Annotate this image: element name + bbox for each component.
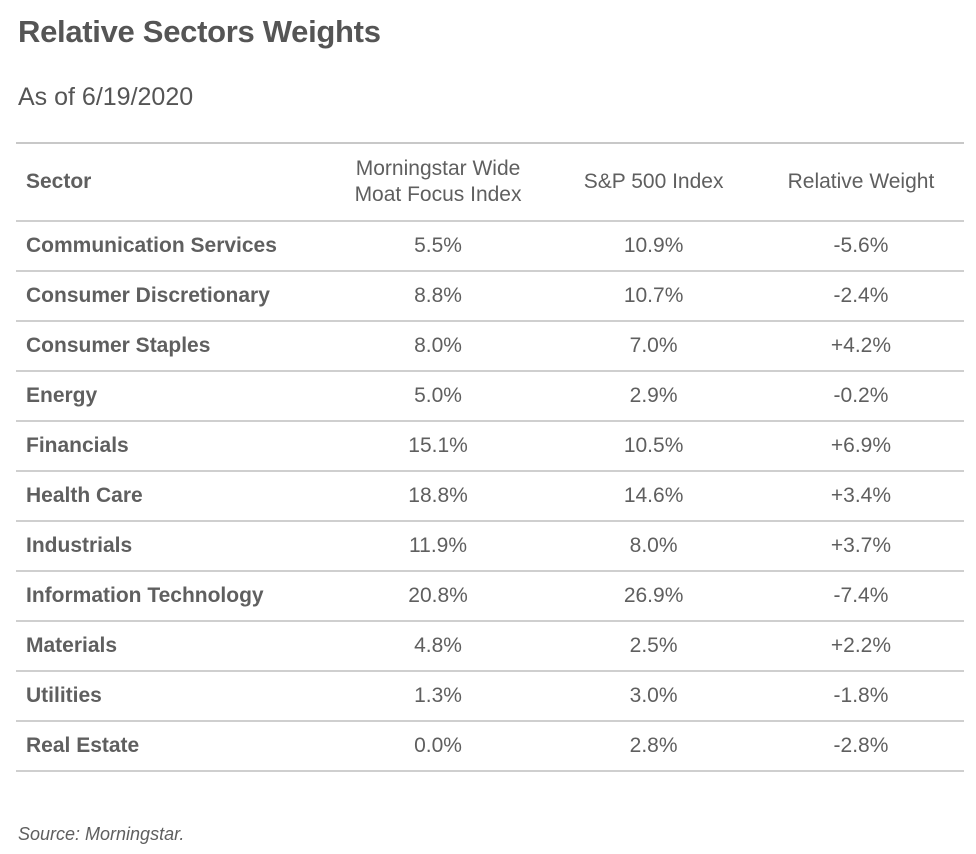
cell-sector: Information Technology (16, 571, 327, 622)
table-row: Communication Services 5.5% 10.9% -5.6% (16, 221, 964, 272)
cell-wide-moat: 15.1% (326, 421, 550, 472)
table-row: Information Technology 20.8% 26.9% -7.4% (16, 571, 964, 622)
cell-relative-weight: -0.2% (757, 371, 964, 422)
cell-sp500: 10.9% (549, 221, 758, 272)
cell-sp500: 14.6% (549, 471, 758, 522)
cell-wide-moat: 8.0% (326, 321, 550, 372)
cell-sp500: 10.5% (549, 421, 758, 472)
cell-wide-moat: 4.8% (326, 621, 550, 672)
table-row: Consumer Discretionary 8.8% 10.7% -2.4% (16, 271, 964, 322)
header-sp500-index: S&P 500 Index (549, 143, 758, 222)
table-row: Energy 5.0% 2.9% -0.2% (16, 371, 964, 422)
cell-sp500: 8.0% (549, 521, 758, 572)
cell-sector: Health Care (16, 471, 327, 522)
page-title: Relative Sectors Weights (18, 14, 381, 49)
cell-wide-moat: 5.0% (326, 371, 550, 422)
header-sector: Sector (16, 143, 327, 222)
cell-sector: Energy (16, 371, 327, 422)
cell-sp500: 2.8% (549, 721, 758, 772)
sector-weights-table: Sector Morningstar Wide Moat Focus Index… (16, 142, 964, 772)
cell-sp500: 3.0% (549, 671, 758, 722)
table-row: Consumer Staples 8.0% 7.0% +4.2% (16, 321, 964, 372)
cell-sector: Industrials (16, 521, 327, 572)
cell-sp500: 2.5% (549, 621, 758, 672)
cell-sp500: 10.7% (549, 271, 758, 322)
cell-wide-moat: 1.3% (326, 671, 550, 722)
table-row: Financials 15.1% 10.5% +6.9% (16, 421, 964, 472)
cell-wide-moat: 18.8% (326, 471, 550, 522)
as-of-date: As of 6/19/2020 (18, 83, 194, 111)
cell-sp500: 26.9% (549, 571, 758, 622)
cell-sector: Financials (16, 421, 327, 472)
cell-sector: Real Estate (16, 721, 327, 772)
table-row: Utilities 1.3% 3.0% -1.8% (16, 671, 964, 722)
cell-wide-moat: 8.8% (326, 271, 550, 322)
cell-sector: Consumer Discretionary (16, 271, 327, 322)
header-relative-weight: Relative Weight (757, 143, 964, 222)
cell-relative-weight: -7.4% (757, 571, 964, 622)
cell-relative-weight: -5.6% (757, 221, 964, 272)
cell-sector: Materials (16, 621, 327, 672)
table-body: Communication Services 5.5% 10.9% -5.6% Cons… (16, 221, 964, 772)
cell-wide-moat: 20.8% (326, 571, 550, 622)
cell-relative-weight: +4.2% (757, 321, 964, 372)
cell-relative-weight: -2.4% (757, 271, 964, 322)
cell-wide-moat: 11.9% (326, 521, 550, 572)
cell-sector: Utilities (16, 671, 327, 722)
cell-relative-weight: +2.2% (757, 621, 964, 672)
table-row: Real Estate 0.0% 2.8% -2.8% (16, 721, 964, 772)
cell-relative-weight: -2.8% (757, 721, 964, 772)
cell-relative-weight: +3.7% (757, 521, 964, 572)
cell-relative-weight: +6.9% (757, 421, 964, 472)
cell-sector: Communication Services (16, 221, 327, 272)
cell-sp500: 7.0% (549, 321, 758, 372)
header-wide-moat-index: Morningstar Wide Moat Focus Index (326, 143, 550, 222)
source-note: Source: Morningstar. (18, 824, 185, 844)
header-wide-moat-label: Morningstar Wide Moat Focus Index (354, 157, 522, 206)
cell-wide-moat: 5.5% (326, 221, 550, 272)
table-row: Industrials 11.9% 8.0% +3.7% (16, 521, 964, 572)
cell-sector: Consumer Staples (16, 321, 327, 372)
cell-sp500: 2.9% (549, 371, 758, 422)
table-row: Materials 4.8% 2.5% +2.2% (16, 621, 964, 672)
cell-relative-weight: -1.8% (757, 671, 964, 722)
table-header-row: Sector Morningstar Wide Moat Focus Index… (16, 143, 964, 222)
cell-relative-weight: +3.4% (757, 471, 964, 522)
cell-wide-moat: 0.0% (326, 721, 550, 772)
table-row: Health Care 18.8% 14.6% +3.4% (16, 471, 964, 522)
